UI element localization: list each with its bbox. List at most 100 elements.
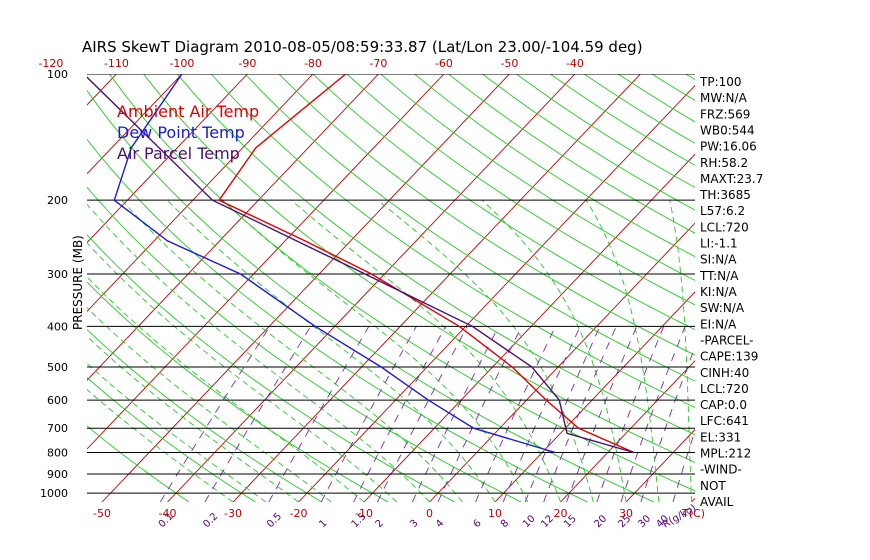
top-temp-tick-label: -90 bbox=[238, 57, 256, 70]
pressure-tick-label: 900 bbox=[47, 468, 68, 481]
moist-adiabat bbox=[87, 335, 299, 502]
mixing-ratio-line bbox=[377, 326, 468, 502]
mixing-ratio-tick-label: 6 bbox=[471, 518, 483, 530]
index-label: KI:N/A bbox=[700, 285, 737, 299]
mixing-ratio-tick-label: 3 bbox=[408, 518, 420, 530]
mixing-ratio-line bbox=[475, 326, 556, 502]
dry-adiabat bbox=[482, 74, 695, 211]
index-label: -WIND- bbox=[700, 463, 742, 477]
y-axis-label: PRESSURE (MB) bbox=[71, 235, 85, 330]
index-label: CINH:40 bbox=[700, 366, 749, 380]
top-temp-tick-label: -80 bbox=[304, 57, 322, 70]
mixing-ratio-line bbox=[566, 326, 638, 502]
legend: Ambient Air Temp Dew Point Temp Air Parcel… bbox=[117, 102, 259, 163]
dry-adiabat bbox=[244, 74, 695, 382]
mixing-ratio-tick-label: 8 bbox=[499, 518, 511, 530]
dry-adiabat bbox=[87, 186, 522, 502]
moist-adiabat bbox=[585, 199, 660, 502]
index-label: -PARCEL- bbox=[700, 333, 754, 347]
index-label: AVAIL bbox=[700, 495, 734, 509]
moist-adiabat bbox=[377, 199, 594, 502]
index-label: CAPE:139 bbox=[700, 350, 758, 364]
index-label: FRZ:569 bbox=[700, 107, 750, 121]
isotherm-line bbox=[167, 74, 576, 502]
series-line-2 bbox=[87, 76, 635, 454]
index-label: MAXT:23.7 bbox=[700, 172, 763, 186]
bottom-temp-tick-label: 20 bbox=[554, 507, 568, 520]
isotherm-line bbox=[87, 74, 445, 450]
mixing-ratio-tick-label: 10 bbox=[521, 513, 538, 530]
index-label: MW:N/A bbox=[700, 91, 748, 105]
top-temp-tick-label: -70 bbox=[369, 57, 387, 70]
dry-adiabat bbox=[87, 89, 655, 502]
isotherm-line bbox=[232, 74, 641, 502]
isotherm-line bbox=[0, 74, 51, 502]
pressure-tick-label: 100 bbox=[47, 68, 68, 81]
dry-adiabat bbox=[720, 74, 870, 502]
isotherm-line bbox=[823, 74, 870, 502]
top-temp-tick-label: -100 bbox=[169, 57, 194, 70]
dry-adiabat bbox=[312, 74, 695, 331]
index-label: RH:58.2 bbox=[700, 156, 748, 170]
dry-adiabat bbox=[143, 74, 695, 463]
moist-adiabat bbox=[222, 199, 529, 502]
mixing-ratio-tick-label: 20 bbox=[592, 513, 609, 530]
isotherm-line bbox=[429, 222, 695, 502]
index-label: LI:-1.1 bbox=[700, 237, 738, 251]
dry-adiabat bbox=[176, 74, 695, 436]
dry-adiabat bbox=[346, 74, 695, 306]
mixing-ratio-line bbox=[672, 429, 695, 502]
mixing-ratio-tick-label: 0.2 bbox=[201, 511, 220, 530]
isotherm-line bbox=[494, 291, 695, 502]
index-label: CAP:0.0 bbox=[700, 398, 747, 412]
index-label: LFC:641 bbox=[700, 414, 749, 428]
isotherm-line bbox=[560, 360, 695, 502]
pressure-tick-label: 500 bbox=[47, 361, 68, 374]
dry-adiabat bbox=[414, 74, 695, 258]
mixing-ratio-line bbox=[596, 326, 665, 502]
dry-adiabat bbox=[87, 376, 256, 502]
dry-adiabat bbox=[617, 74, 695, 123]
legend-entry-2: Air Parcel Temp bbox=[117, 144, 240, 163]
dry-adiabat bbox=[278, 74, 695, 356]
bottom-temp-tick-label: 30 bbox=[619, 507, 633, 520]
moist-adiabat bbox=[87, 362, 267, 502]
legend-entry-1: Dew Point Temp bbox=[117, 123, 245, 142]
mixing-ratio-line bbox=[159, 326, 271, 502]
top-temp-tick-label: -110 bbox=[104, 57, 129, 70]
dry-adiabat bbox=[210, 74, 695, 408]
bottom-temp-tick-label: -50 bbox=[93, 507, 111, 520]
top-temp-tick-label: -50 bbox=[500, 57, 518, 70]
temp-unit-label: T(C) bbox=[681, 507, 705, 520]
bottom-temp-tick-label: -40 bbox=[159, 507, 177, 520]
moist-adiabat bbox=[87, 307, 332, 502]
mixing-ratio-line bbox=[437, 326, 523, 502]
isotherm-line bbox=[87, 74, 379, 381]
moist-adiabat bbox=[87, 389, 234, 502]
moist-adiabat bbox=[121, 199, 463, 502]
moist-adiabat bbox=[481, 199, 627, 502]
bottom-temp-tick-label: 0 bbox=[426, 507, 433, 520]
top-temp-tick-label: -60 bbox=[435, 57, 453, 70]
moist-adiabat bbox=[669, 200, 692, 502]
chart-title: AIRS SkewT Diagram 2010-08-05/08:59:33.8… bbox=[82, 38, 643, 56]
pressure-tick-label: 200 bbox=[47, 194, 68, 207]
index-label: WB0:544 bbox=[700, 123, 755, 137]
index-label: TP:100 bbox=[699, 75, 742, 89]
dry-adiabat bbox=[448, 74, 695, 234]
mixing-ratio-line bbox=[620, 326, 686, 502]
stability-indices: TP:100 MW:N/A FRZ:569 WB0:544 PW:16.06 RH:58.… bbox=[699, 75, 763, 509]
index-label: PW:16.06 bbox=[700, 140, 757, 154]
moist-adiabat bbox=[87, 276, 365, 502]
pressure-tick-label: 400 bbox=[47, 320, 68, 333]
bottom-temp-tick-label: -20 bbox=[290, 507, 308, 520]
pressure-tick-label: 300 bbox=[47, 268, 68, 281]
isotherm-line bbox=[757, 74, 870, 502]
moist-adiabat bbox=[87, 242, 398, 502]
index-label: EI:N/A bbox=[700, 317, 737, 331]
mixing-ratio-tick-label: 4 bbox=[434, 518, 446, 530]
index-label: NOT bbox=[700, 479, 726, 493]
mixing-ratio-line bbox=[640, 345, 695, 502]
bottom-temp-tick-label: -30 bbox=[224, 507, 242, 520]
